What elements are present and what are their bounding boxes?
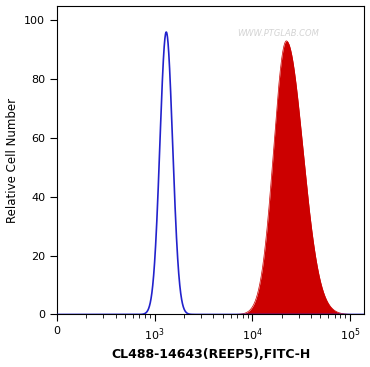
Text: WWW.PTGLAB.COM: WWW.PTGLAB.COM	[238, 29, 319, 39]
X-axis label: CL488-14643(REEP5),FITC-H: CL488-14643(REEP5),FITC-H	[111, 348, 310, 361]
Y-axis label: Relative Cell Number: Relative Cell Number	[6, 98, 18, 222]
